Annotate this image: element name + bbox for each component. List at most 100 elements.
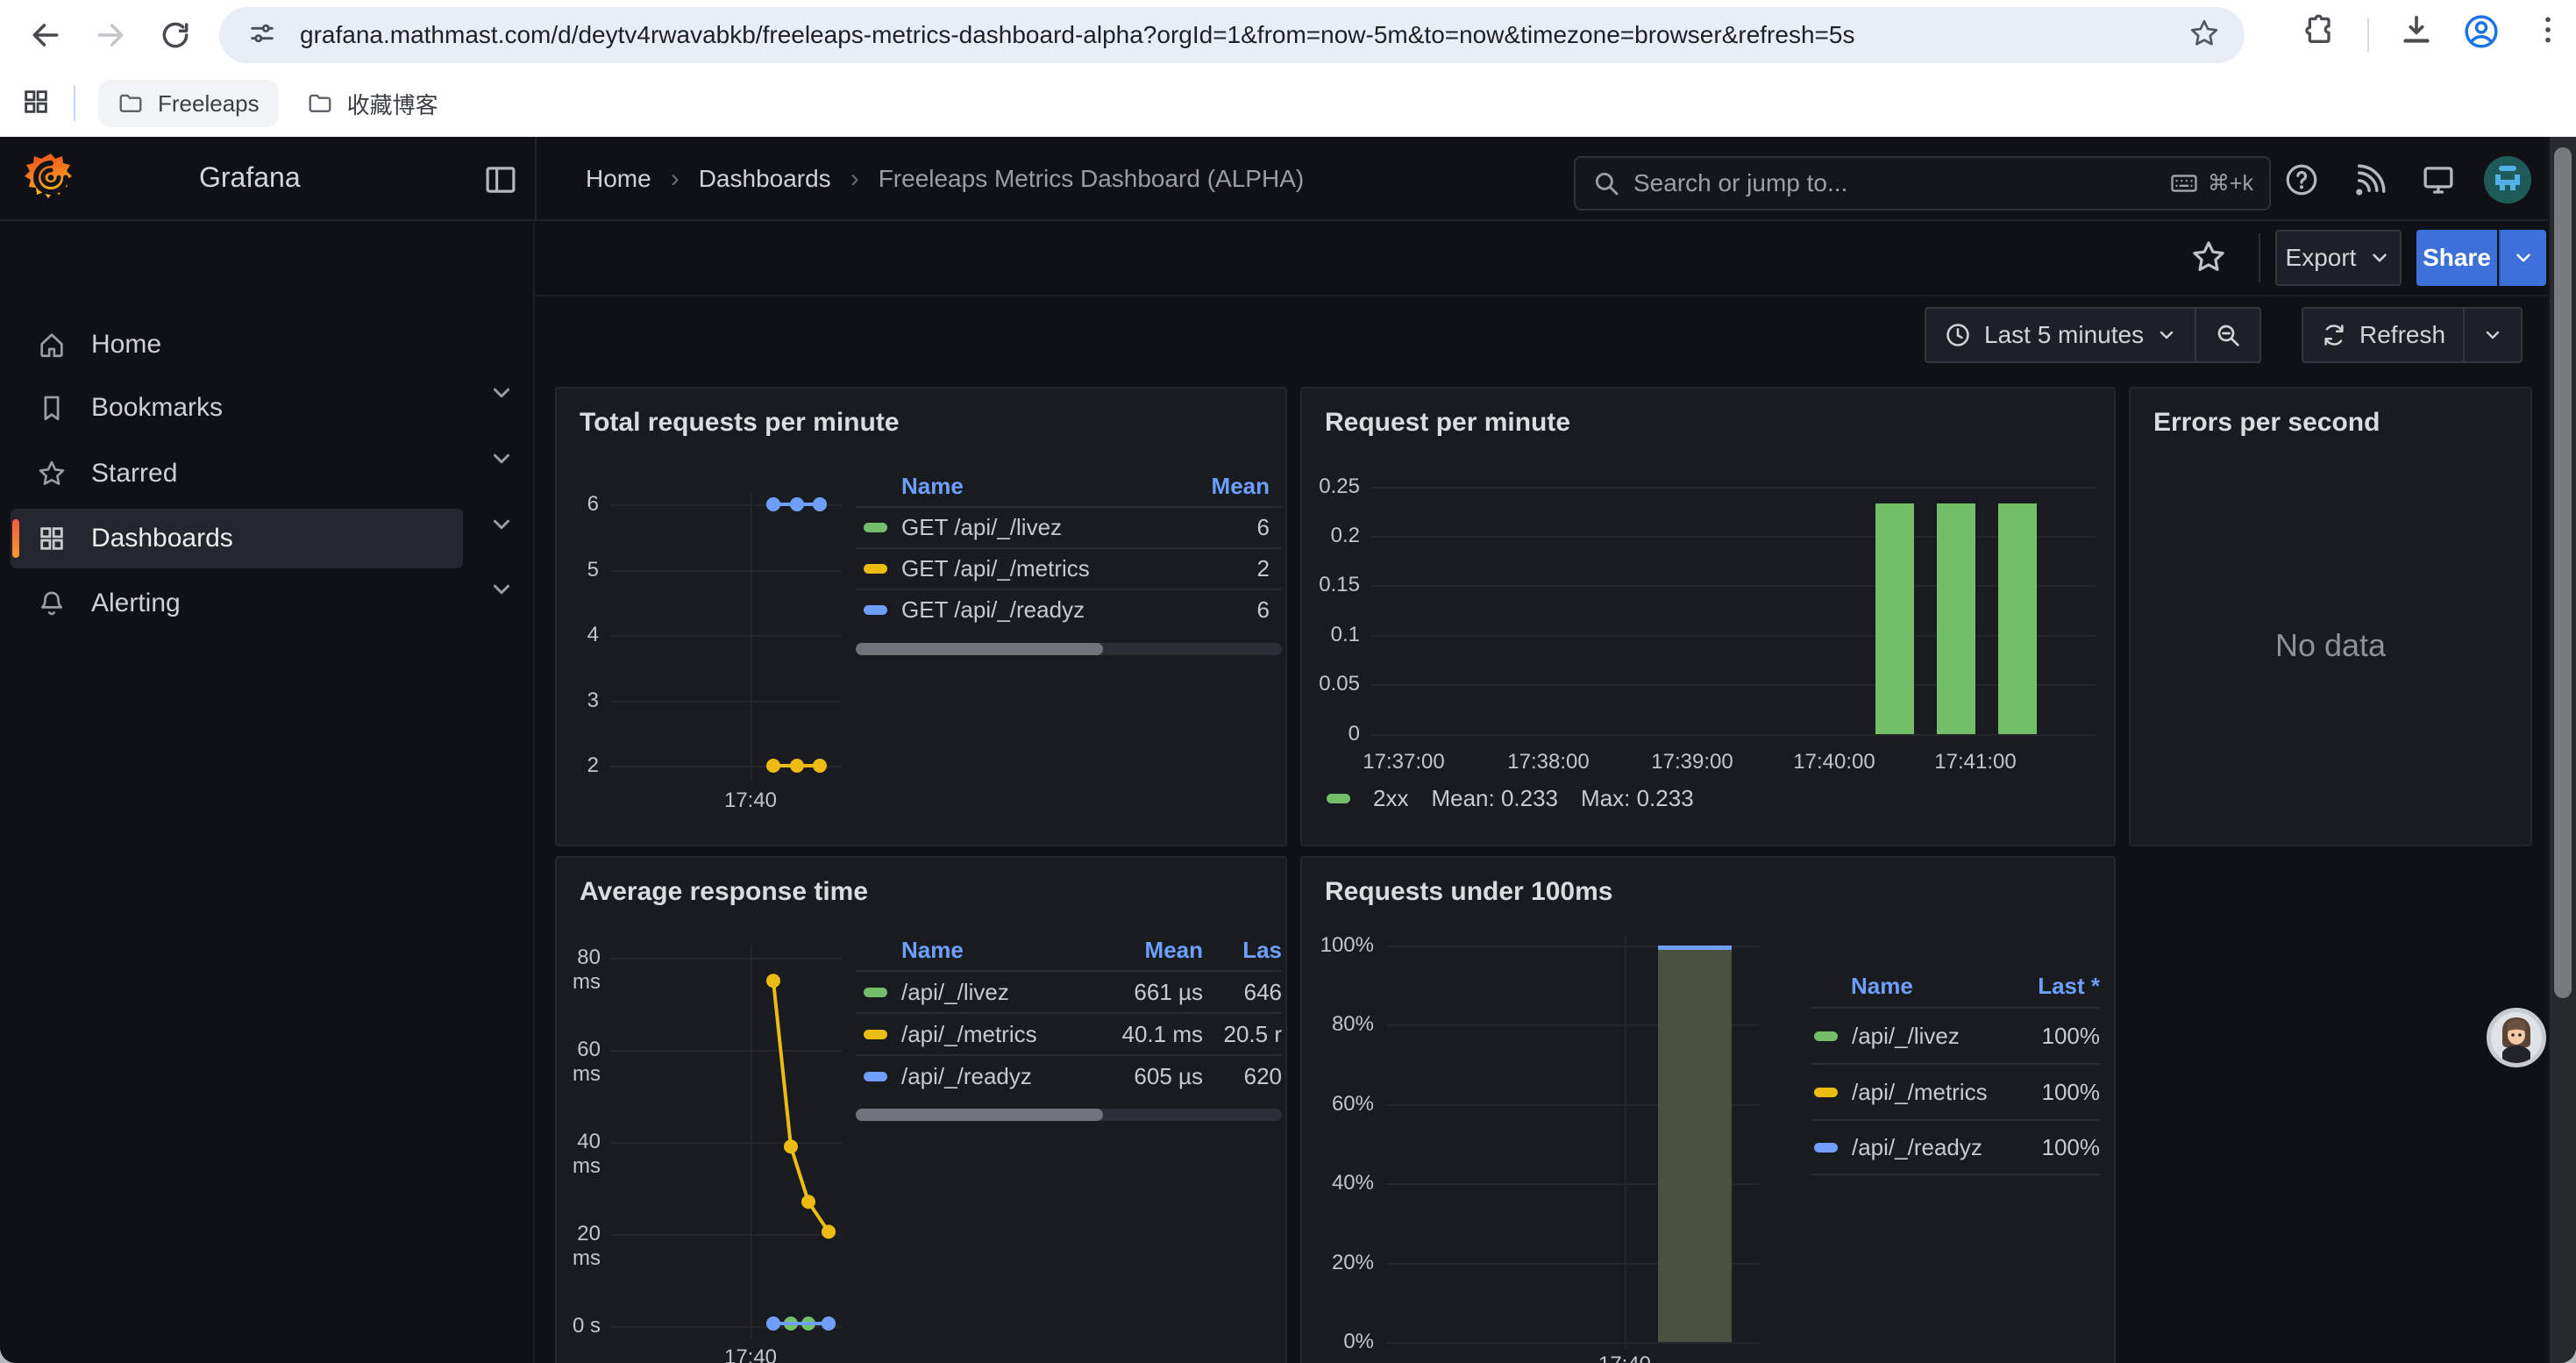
y-axis-label: 5 <box>587 558 599 582</box>
sidebar-item-dashboards[interactable]: Dashboards <box>11 509 463 568</box>
series-name[interactable]: /api/_/livez <box>901 978 1009 1005</box>
bookmark-folder-freeleaps[interactable]: Freeleaps <box>98 80 279 127</box>
dock-menu-icon[interactable] <box>480 160 521 200</box>
kiosk-monitor-icon[interactable] <box>2418 160 2459 200</box>
legend-header-name[interactable]: Name <box>1851 972 1913 999</box>
sidebar-item-alerting[interactable]: Alerting <box>11 574 463 633</box>
grafana-logo[interactable] <box>23 151 79 207</box>
share-button[interactable]: Share <box>2416 230 2497 286</box>
y-axis-label: 60% <box>1331 1092 1374 1116</box>
series-swatch <box>1814 1031 1838 1041</box>
bookmark-folder-blogs[interactable]: 收藏博客 <box>288 80 458 127</box>
legend-header-mean[interactable]: Mean <box>1211 472 1270 499</box>
profile-icon[interactable] <box>2462 12 2501 51</box>
gridline <box>1386 1263 1760 1265</box>
chevron-down-icon[interactable] <box>484 507 519 542</box>
chevron-down-icon[interactable] <box>484 441 519 476</box>
legend-row[interactable]: GET /api/_/livez 6 <box>856 506 1282 547</box>
page-scrollbar[interactable] <box>2548 137 2576 1363</box>
downloads-icon[interactable] <box>2399 12 2434 47</box>
reload-icon[interactable] <box>153 12 198 58</box>
panel-avg-response-time[interactable]: Average response time 80 ms 60 ms 40 ms 20 … <box>555 856 1287 1363</box>
legend-row[interactable]: /api/_/metrics 100% <box>1811 1063 2100 1119</box>
export-button[interactable]: Export <box>2275 230 2402 286</box>
series-name[interactable]: /api/_/readyz <box>901 1062 1032 1089</box>
scrollbar-thumb[interactable] <box>2554 147 2572 998</box>
help-icon[interactable] <box>2281 160 2322 200</box>
bookmark-star-icon[interactable] <box>2188 18 2220 54</box>
extensions-icon[interactable] <box>2302 12 2338 47</box>
series-mean: 2 <box>1256 555 1270 582</box>
legend-row[interactable]: /api/_/readyz 605 µs 620 <box>856 1054 1282 1096</box>
floating-assistant-avatar[interactable] <box>2487 1008 2546 1067</box>
legend-row[interactable]: GET /api/_/readyz 6 <box>856 589 1282 630</box>
series-name[interactable]: GET /api/_/metrics <box>901 555 1090 582</box>
series-swatch <box>1814 1087 1838 1097</box>
panel-total-requests[interactable]: Total requests per minute 6 5 4 3 2 17:40 Nam… <box>555 387 1287 846</box>
time-range-button[interactable]: Last 5 minutes <box>1925 307 2195 363</box>
avatar-image <box>2484 156 2531 203</box>
panel-requests-under-100ms[interactable]: Requests under 100ms 100% 80% 60% 40% 20% 0% 1… <box>1300 856 2116 1363</box>
browser-toolbar: grafana.mathmast.com/d/deytv4rwavabkb/fr… <box>0 0 2576 70</box>
series-name[interactable]: /api/_/metrics <box>901 1020 1037 1047</box>
panel-request-per-minute[interactable]: Request per minute 0.25 0.2 0.15 0.1 0.05 0 17… <box>1300 387 2116 846</box>
y-axis-label: 0.1 <box>1330 623 1360 646</box>
series-last: 620 <box>1243 1062 1282 1089</box>
legend-row[interactable]: /api/_/metrics 40.1 ms 20.5 r <box>856 1012 1282 1054</box>
sidebar-item-starred[interactable]: Starred <box>11 444 463 503</box>
x-axis-label: 17:41:00 <box>1934 750 2017 774</box>
series-mean: 40.1 ms <box>1121 1020 1204 1047</box>
x-axis-label: 17:38:00 <box>1507 750 1590 774</box>
x-axis-label: 17:40 <box>1555 1352 1695 1363</box>
search-input[interactable]: Search or jump to... ⌘+k <box>1574 156 2271 211</box>
panel-errors-per-second[interactable]: Errors per second No data <box>2129 387 2532 846</box>
chevron-down-icon[interactable] <box>484 572 519 607</box>
favorite-star-icon[interactable] <box>2190 239 2229 277</box>
legend[interactable]: 2xx Mean: 0.233 Max: 0.233 <box>1327 785 1694 812</box>
legend-row[interactable]: GET /api/_/metrics 2 <box>856 547 1282 589</box>
legend-header-mean[interactable]: Mean <box>1144 936 1203 963</box>
forward-icon[interactable] <box>88 12 133 58</box>
legend-row[interactable]: /api/_/livez 100% <box>1811 1007 2100 1063</box>
news-rss-icon[interactable] <box>2350 160 2390 200</box>
site-settings-icon[interactable] <box>247 18 277 53</box>
sidebar-item-bookmarks[interactable]: Bookmarks <box>11 378 463 438</box>
breadcrumb-dashboards[interactable]: Dashboards <box>698 165 831 192</box>
series-mean: 6 <box>1256 514 1270 540</box>
chevron-down-icon[interactable] <box>484 375 519 410</box>
panel-title: Total requests per minute <box>580 408 900 437</box>
series-name[interactable]: GET /api/_/livez <box>901 514 1063 540</box>
menu-icon[interactable] <box>2530 12 2565 47</box>
legend-row[interactable]: /api/_/livez 661 µs 646 <box>856 970 1282 1012</box>
series-name[interactable]: /api/_/livez <box>1852 1022 1960 1049</box>
legend-row[interactable]: /api/_/readyz 100% <box>1811 1119 2100 1175</box>
legend-scrollbar[interactable] <box>856 1109 1282 1121</box>
series-swatch <box>864 1071 887 1081</box>
legend-scrollbar[interactable] <box>856 643 1282 655</box>
breadcrumb-home[interactable]: Home <box>586 165 651 192</box>
legend-header-last[interactable]: Last * <box>2038 972 2100 999</box>
sidebar-item-label: Starred <box>91 459 178 488</box>
series-swatch <box>864 1029 887 1039</box>
series-name[interactable]: /api/_/metrics <box>1852 1078 1988 1105</box>
refresh-interval-button[interactable] <box>2463 307 2523 363</box>
sidebar-item-home[interactable]: Home <box>11 315 463 375</box>
legend-header-name[interactable]: Name <box>901 936 964 963</box>
url-text[interactable]: grafana.mathmast.com/d/deytv4rwavabkb/fr… <box>300 21 1855 48</box>
gridline <box>609 1326 843 1328</box>
share-menu-button[interactable] <box>2499 230 2546 286</box>
back-icon[interactable] <box>23 12 68 58</box>
legend-header-name[interactable]: Name <box>901 472 964 499</box>
series-name[interactable]: /api/_/readyz <box>1852 1133 1982 1160</box>
series-mean: 605 µs <box>1134 1062 1203 1089</box>
legend-header-last[interactable]: Las <box>1242 936 1282 963</box>
series-name[interactable]: GET /api/_/readyz <box>901 596 1085 623</box>
address-bar[interactable]: grafana.mathmast.com/d/deytv4rwavabkb/fr… <box>219 7 2245 63</box>
apps-grid-icon[interactable] <box>21 87 51 121</box>
bookmark-icon <box>37 393 67 423</box>
refresh-button[interactable]: Refresh <box>2302 307 2464 363</box>
zoom-out-button[interactable] <box>2195 307 2262 363</box>
x-axis-label: 17:40 <box>723 1345 778 1363</box>
user-avatar[interactable] <box>2484 156 2531 203</box>
